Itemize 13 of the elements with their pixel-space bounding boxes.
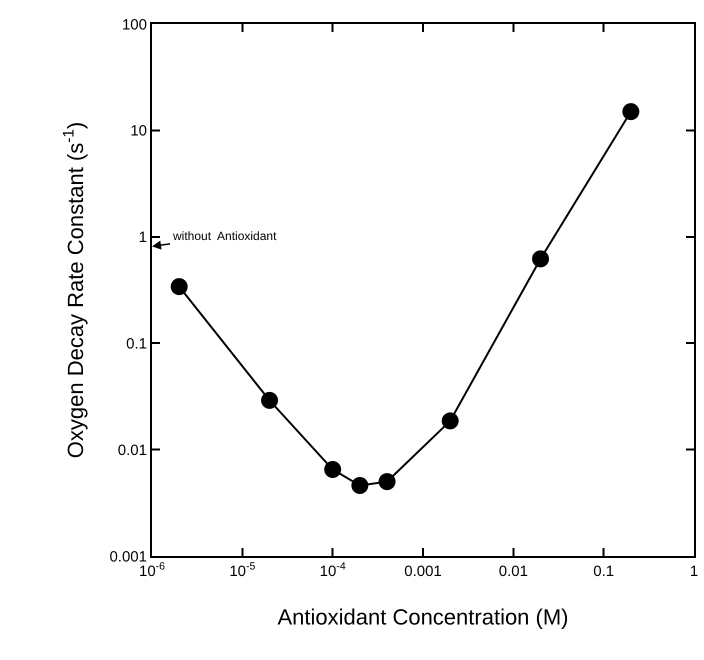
annotation: without Antioxidant bbox=[172, 229, 278, 243]
y-tick-label: 0.1 bbox=[126, 335, 147, 352]
y-tick-label: 100 bbox=[122, 16, 147, 34]
x-tick-label: 10$^{-5}$ bbox=[229, 560, 256, 580]
x-tick-label: 1 bbox=[690, 563, 698, 580]
y-tick-label: 0.01 bbox=[118, 442, 147, 459]
x-tick-label: 0.001 bbox=[404, 563, 442, 580]
y-tick-label: 10 bbox=[130, 122, 147, 140]
y-tick-label: 1 bbox=[138, 229, 147, 246]
x-axis-title: Antioxidant Concentration (M) bbox=[277, 604, 569, 630]
x-tick-label: 0.1 bbox=[593, 563, 614, 580]
x-tick-label: 0.01 bbox=[498, 563, 528, 580]
x-tick-label: 10$^{-4}$ bbox=[320, 560, 346, 580]
